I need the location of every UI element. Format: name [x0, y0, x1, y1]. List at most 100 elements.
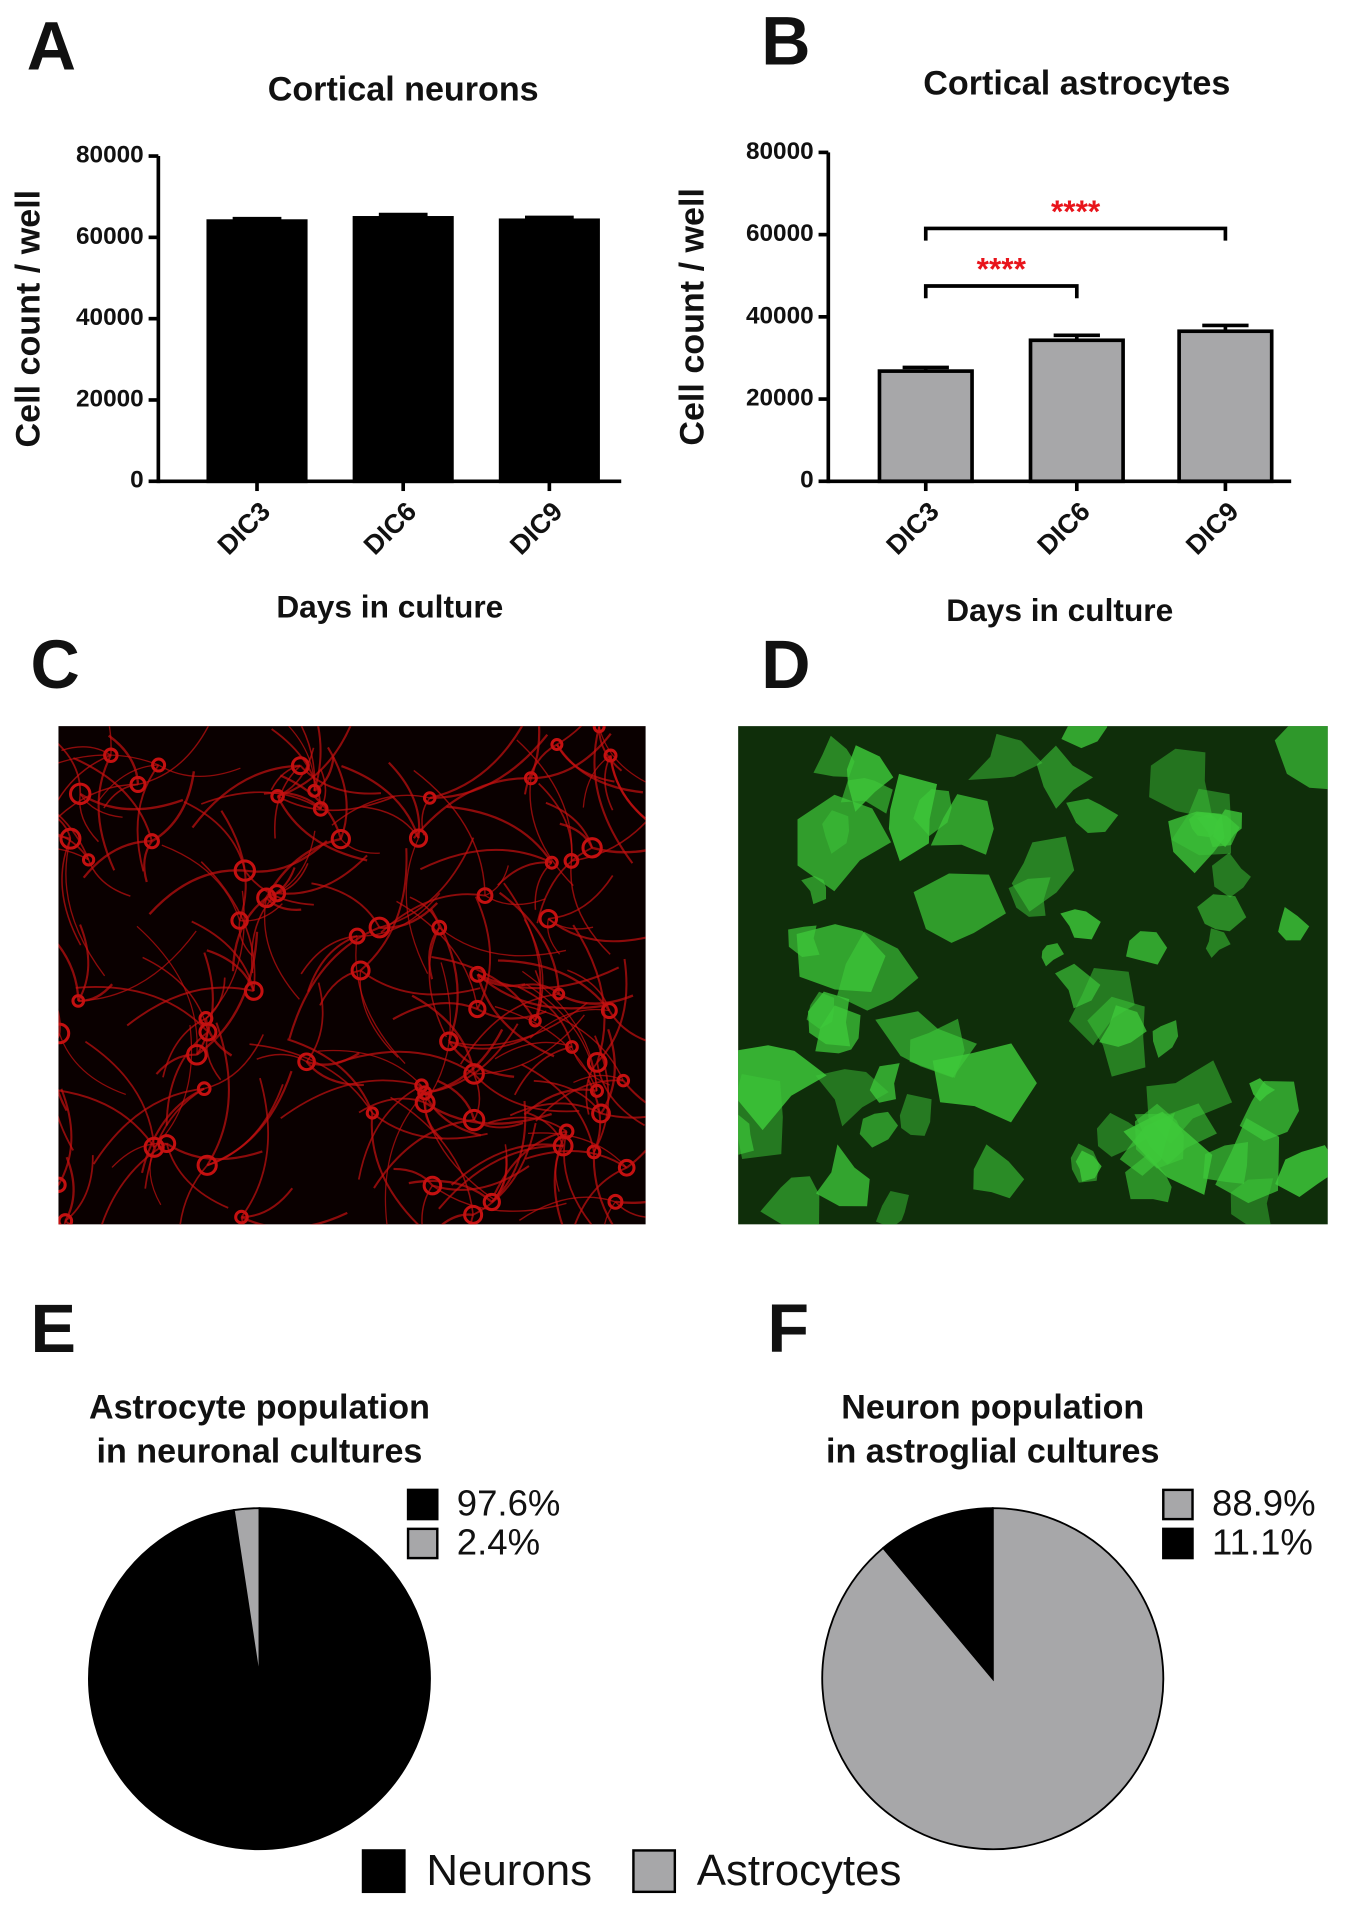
neurite — [72, 757, 153, 842]
bar — [1177, 329, 1274, 484]
x-tick-label: DIC6 — [1031, 496, 1095, 560]
neurite — [143, 840, 153, 883]
soma — [550, 738, 564, 752]
panel-letter: B — [761, 3, 810, 79]
soma — [290, 756, 310, 776]
neurite — [424, 962, 452, 1103]
neurite — [136, 764, 160, 872]
astrocyte — [930, 794, 994, 855]
neurite — [355, 935, 406, 1065]
neurite — [555, 743, 644, 794]
value-label: 97.6% — [457, 1482, 561, 1523]
x-tick-label: DIC3 — [212, 496, 276, 560]
neurite — [58, 848, 89, 861]
neurite — [287, 1038, 374, 1114]
neurite — [84, 1040, 156, 1148]
astrocyte — [840, 777, 893, 814]
soma — [368, 916, 391, 939]
neurite — [428, 927, 448, 1038]
neurite — [206, 1022, 230, 1166]
neurite — [622, 1079, 646, 1104]
soma — [544, 855, 559, 870]
soma — [157, 1134, 177, 1154]
neurite — [61, 746, 112, 756]
soma — [198, 1022, 218, 1042]
neurite — [58, 1089, 155, 1148]
astrocyte — [1125, 1153, 1172, 1203]
neurite — [614, 1201, 646, 1218]
astrocyte — [1075, 1150, 1102, 1182]
soma — [617, 1158, 636, 1177]
astrocyte — [801, 875, 827, 905]
neurite — [58, 754, 112, 801]
micrograph — [738, 726, 1328, 1225]
neurite — [523, 919, 544, 1022]
x-axis-label: Days in culture — [276, 589, 503, 625]
neurite — [101, 1142, 168, 1225]
astrocyte — [869, 1063, 900, 1103]
neurite — [306, 1052, 360, 1066]
astrocyte — [968, 733, 1043, 780]
panel-letter: D — [761, 627, 810, 703]
soma — [186, 1043, 208, 1066]
neurite — [158, 764, 241, 777]
neurite — [155, 1053, 197, 1075]
neurite — [341, 765, 420, 839]
neurite — [437, 1079, 476, 1121]
soma — [563, 853, 580, 869]
soma — [600, 1002, 618, 1020]
neurite — [503, 882, 542, 1022]
neurite — [421, 1185, 434, 1225]
neurite — [58, 783, 138, 818]
neurite — [64, 1220, 72, 1225]
neurite — [554, 1145, 564, 1192]
cells — [58, 726, 646, 1225]
neurite — [107, 734, 140, 785]
neurite — [420, 1085, 494, 1200]
astrocyte — [1168, 811, 1225, 874]
soma — [58, 1176, 67, 1194]
astrocyte — [738, 1045, 827, 1131]
neurite — [256, 1053, 307, 1063]
significance-bracket — [923, 284, 1079, 299]
neurite — [61, 838, 82, 946]
neurite — [547, 917, 646, 943]
neurite — [287, 726, 315, 791]
bar — [1028, 338, 1125, 484]
neurite — [313, 726, 322, 792]
neurite — [78, 930, 197, 1002]
neurite — [58, 1010, 61, 1034]
soma — [307, 783, 322, 798]
neurite — [567, 969, 611, 1011]
astrocyte — [760, 1176, 820, 1225]
astrocyte — [1041, 943, 1064, 967]
neurite — [438, 1145, 564, 1210]
neurite — [244, 870, 314, 906]
soma — [414, 1078, 429, 1093]
soma — [439, 1031, 459, 1052]
astrocyte — [1230, 1178, 1274, 1225]
soma — [616, 1073, 631, 1088]
astrocyte — [1126, 931, 1168, 965]
chart-title: Cortical astrocytes — [923, 64, 1230, 102]
bar — [877, 369, 974, 484]
neurite — [277, 795, 395, 812]
soma — [468, 999, 487, 1019]
y-tick-label: 40000 — [76, 304, 144, 331]
neurite — [523, 1004, 624, 1081]
legend-swatch — [1162, 1488, 1194, 1521]
soma — [552, 1135, 574, 1157]
neurite — [313, 757, 335, 792]
neurite — [79, 793, 123, 818]
neurite — [472, 1122, 537, 1216]
y-tick-label: 60000 — [746, 220, 814, 247]
astrocyte — [1036, 745, 1094, 809]
neurite — [448, 1002, 588, 1046]
neurite — [390, 1096, 474, 1215]
neurite — [440, 1213, 474, 1225]
astrocyte — [1152, 1020, 1179, 1058]
neurite — [521, 1063, 595, 1153]
neurite — [380, 893, 486, 934]
neurite — [593, 1035, 610, 1153]
